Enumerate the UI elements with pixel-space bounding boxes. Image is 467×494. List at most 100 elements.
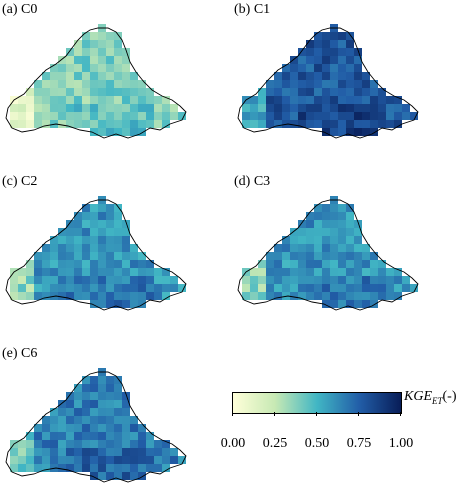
raster-cell bbox=[90, 284, 98, 292]
raster-cell bbox=[378, 268, 386, 276]
raster-cell bbox=[106, 112, 114, 120]
raster-cell bbox=[34, 440, 42, 448]
map-raster bbox=[5, 368, 187, 483]
raster-cell bbox=[394, 96, 402, 104]
raster-cell bbox=[90, 228, 98, 236]
colorbar-tick bbox=[400, 412, 401, 416]
raster-cell bbox=[346, 276, 354, 284]
raster-cell bbox=[298, 268, 306, 276]
raster-cell bbox=[74, 228, 82, 236]
raster-cell bbox=[338, 244, 346, 252]
raster-cell bbox=[314, 112, 322, 120]
raster-cell bbox=[290, 268, 298, 276]
raster-cell bbox=[98, 104, 106, 112]
raster-cell bbox=[330, 48, 338, 56]
raster-cell bbox=[26, 112, 34, 120]
raster-cell bbox=[138, 300, 146, 308]
raster-cell bbox=[18, 440, 26, 448]
raster-cell bbox=[26, 260, 34, 268]
raster-cell bbox=[42, 80, 50, 88]
raster-cell bbox=[290, 252, 298, 260]
raster-cell bbox=[74, 432, 82, 440]
raster-cell bbox=[298, 228, 306, 236]
raster-cell bbox=[58, 80, 66, 88]
raster-cell bbox=[114, 56, 122, 64]
raster-cell bbox=[322, 276, 330, 284]
raster-cell bbox=[106, 416, 114, 424]
raster-cell bbox=[370, 276, 378, 284]
raster-cell bbox=[114, 408, 122, 416]
raster-cell bbox=[250, 120, 258, 128]
raster-cell bbox=[114, 276, 122, 284]
raster-cell bbox=[90, 440, 98, 448]
raster-cell bbox=[370, 268, 378, 276]
map-raster bbox=[5, 24, 187, 139]
raster-cell bbox=[386, 96, 394, 104]
raster-cell bbox=[266, 88, 274, 96]
raster-cell bbox=[106, 64, 114, 72]
raster-cell bbox=[114, 80, 122, 88]
raster-cell bbox=[146, 104, 154, 112]
raster-cell bbox=[298, 120, 306, 128]
raster-cell bbox=[82, 104, 90, 112]
raster-cell bbox=[114, 212, 122, 220]
raster-cell bbox=[322, 120, 330, 128]
basin-outline bbox=[5, 371, 187, 483]
raster-cell bbox=[42, 292, 50, 300]
raster-cell bbox=[10, 464, 18, 472]
raster-cell bbox=[122, 56, 130, 64]
raster-cell bbox=[82, 236, 90, 244]
raster-cell bbox=[146, 88, 154, 96]
raster-cell bbox=[74, 260, 82, 268]
raster-cell bbox=[42, 424, 50, 432]
raster-cell bbox=[330, 204, 338, 212]
raster-cell bbox=[290, 276, 298, 284]
raster-cell bbox=[306, 276, 314, 284]
raster-cell bbox=[74, 48, 82, 56]
raster-cell bbox=[290, 88, 298, 96]
raster-cell bbox=[250, 104, 258, 112]
raster-cell bbox=[274, 80, 282, 88]
raster-cell bbox=[122, 96, 130, 104]
raster-cell bbox=[130, 88, 138, 96]
raster-cell bbox=[290, 96, 298, 104]
raster-cell bbox=[66, 104, 74, 112]
raster-cell bbox=[90, 376, 98, 384]
raster-cell bbox=[66, 268, 74, 276]
raster-cell bbox=[106, 120, 114, 128]
raster-cell bbox=[146, 432, 154, 440]
raster-cell bbox=[106, 432, 114, 440]
raster-cell bbox=[338, 276, 346, 284]
raster-cell bbox=[282, 284, 290, 292]
raster-cell bbox=[122, 244, 130, 252]
raster-cell bbox=[154, 104, 162, 112]
raster-cell bbox=[114, 204, 122, 212]
raster-cell bbox=[242, 104, 250, 112]
raster-cell bbox=[306, 120, 314, 128]
raster-cell bbox=[146, 464, 154, 472]
raster-cell bbox=[178, 456, 186, 464]
raster-cell bbox=[378, 104, 386, 112]
raster-cell bbox=[34, 252, 42, 260]
raster-cell bbox=[98, 472, 106, 480]
raster-cell bbox=[90, 260, 98, 268]
raster-cell bbox=[114, 268, 122, 276]
raster-cell bbox=[98, 456, 106, 464]
raster-cell bbox=[34, 260, 42, 268]
raster-cell bbox=[298, 244, 306, 252]
raster-cell bbox=[42, 448, 50, 456]
raster-cell bbox=[346, 212, 354, 220]
raster-cell bbox=[122, 88, 130, 96]
raster-cell bbox=[90, 392, 98, 400]
raster-cell bbox=[106, 384, 114, 392]
raster-cell bbox=[74, 440, 82, 448]
raster-cell bbox=[338, 72, 346, 80]
raster-cell bbox=[114, 384, 122, 392]
raster-cell bbox=[130, 276, 138, 284]
raster-cell bbox=[410, 112, 418, 120]
raster-cell bbox=[314, 292, 322, 300]
raster-cell bbox=[314, 252, 322, 260]
raster-cell bbox=[98, 220, 106, 228]
raster-cell bbox=[42, 96, 50, 104]
raster-cell bbox=[98, 204, 106, 212]
